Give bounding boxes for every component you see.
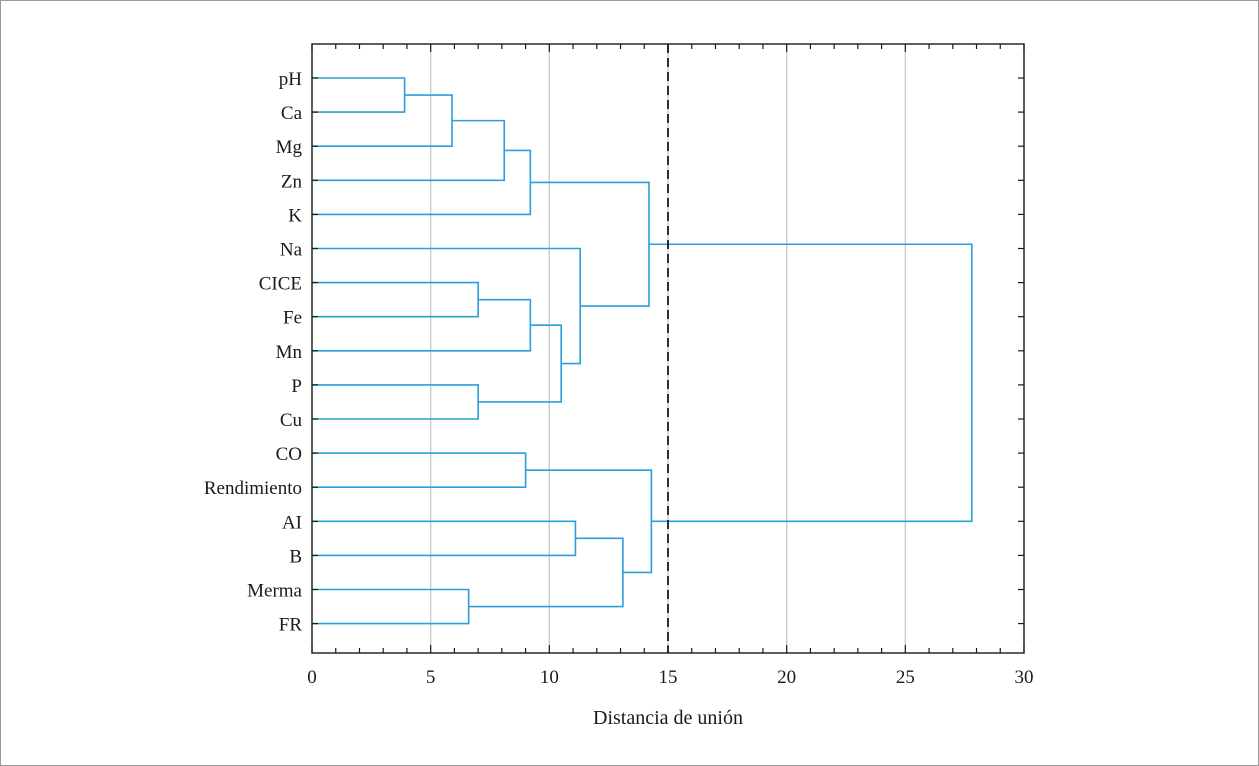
x-tick-label-25: 25 (896, 667, 915, 688)
x-tick-label-30: 30 (1015, 667, 1034, 688)
x-tick-label-5: 5 (426, 667, 436, 688)
branch-m11 (312, 452, 527, 489)
tick-labels: 0 5 10 15 20 25 30 (307, 667, 1033, 688)
leaf-label: Fe (283, 308, 302, 329)
branch-m14 (468, 537, 624, 608)
branch-m16 (649, 243, 973, 523)
branch-m7 (312, 384, 479, 420)
branch-m13 (312, 588, 470, 625)
branch-m3 (312, 119, 506, 182)
axes (311, 43, 1025, 654)
leaf-label: Rendimiento (204, 478, 302, 499)
leaf-label: Na (280, 240, 303, 261)
leaf-label: B (289, 546, 302, 567)
leaf-label: P (291, 376, 302, 397)
x-axis-label: Distancia de unión (593, 707, 743, 729)
x-tick-label-20: 20 (777, 667, 796, 688)
leaf-label: K (288, 205, 302, 226)
leaf-label: Cu (280, 410, 303, 431)
branch-m9 (312, 247, 581, 365)
branch-m4 (312, 149, 532, 216)
leaf-label: Merma (247, 581, 302, 602)
leaf-label: FR (279, 615, 303, 636)
branch-m6 (312, 298, 532, 352)
leaf-label: Ca (281, 103, 303, 124)
branch-m5 (312, 281, 479, 318)
branch-m10 (530, 181, 650, 307)
leaf-label: CICE (259, 274, 302, 295)
x-tick-label-15: 15 (659, 667, 678, 688)
branch-m12 (312, 520, 577, 557)
leaf-label: AI (282, 512, 302, 533)
dendrogram-branches (312, 77, 973, 625)
leaf-label: Zn (281, 171, 303, 192)
leaf-labels: pH Ca Mg Zn K Na CICE Fe Mn P Cu CO Rendimiento AI B Me… (204, 69, 303, 636)
leaf-label: Mg (276, 137, 303, 158)
x-tick-label-10: 10 (540, 667, 559, 688)
branch-m1 (312, 77, 406, 113)
leaf-label: CO (276, 444, 302, 465)
leaf-label: Mn (276, 342, 303, 363)
leaf-label: pH (279, 69, 303, 90)
x-tick-label-0: 0 (307, 667, 317, 688)
